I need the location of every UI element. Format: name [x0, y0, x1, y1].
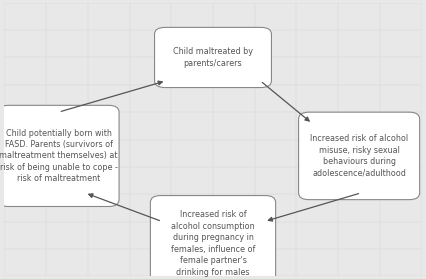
FancyBboxPatch shape [0, 105, 119, 206]
FancyBboxPatch shape [150, 196, 276, 279]
FancyBboxPatch shape [155, 27, 271, 88]
Text: Child maltreated by
parents/carers: Child maltreated by parents/carers [173, 47, 253, 68]
Text: Increased risk of
alcohol consumption
during pregnancy in
females, influence of
: Increased risk of alcohol consumption du… [171, 210, 255, 276]
FancyBboxPatch shape [299, 112, 420, 200]
Text: Child potentially born with
FASD. Parents (survivors of
maltreatment themselves): Child potentially born with FASD. Parent… [0, 129, 118, 183]
Text: Increased risk of alcohol
misuse, risky sexual
behaviours during
adolescence/adu: Increased risk of alcohol misuse, risky … [310, 134, 408, 177]
